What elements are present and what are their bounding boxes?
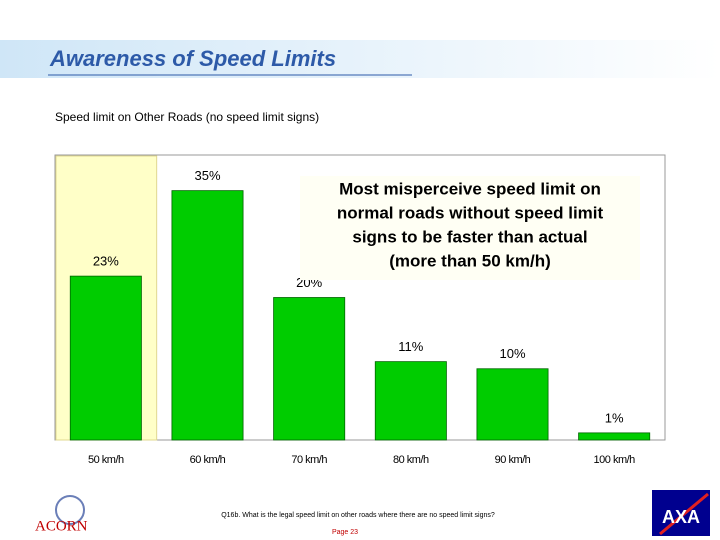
bar [69,275,142,441]
x-tick-label: 70 km/h [291,454,327,466]
bar [476,368,549,441]
logo-mark [55,495,85,525]
slide-title: Awareness of Speed Limits [49,46,336,71]
x-tick-label: 80 km/h [393,454,429,466]
logo-acorn: ACORN [35,518,88,534]
page-number: Page 23 [332,529,358,536]
annotation-line: Most misperceive speed limit on [339,179,601,198]
x-tick-label: 50 km/h [88,454,124,466]
bar [578,432,651,441]
value-label: 10% [499,346,525,361]
chart-title: Speed limit on Other Roads (no speed lim… [55,110,319,124]
value-label: 1% [605,410,624,425]
title-band [0,40,720,78]
x-tick-label: 100 km/h [594,454,636,466]
logo-stroke [659,492,709,536]
annotation-line: normal roads without speed limit [337,203,604,222]
footnote: Q16b. What is the legal speed limit on o… [221,512,495,519]
value-label: 11% [398,339,423,354]
annotation-box [300,176,640,280]
x-tick-label: 60 km/h [190,454,226,466]
logo-box [652,490,710,536]
logo-axa: AXA [662,507,700,527]
x-tick-label: 90 km/h [495,454,531,466]
value-label: 35% [194,168,220,183]
annotation-line: signs to be faster than actual [352,227,587,246]
bar [374,361,447,441]
bar [273,297,346,441]
value-label: 23% [93,254,119,269]
bar [171,190,244,441]
annotation-line: (more than 50 km/h) [389,251,551,270]
